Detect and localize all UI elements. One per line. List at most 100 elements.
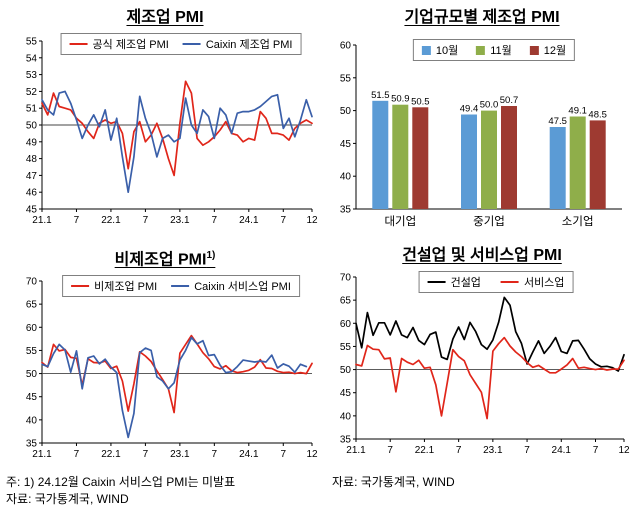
construction-services-line-chart: 35 40 45 50 55 60 65 70 21.1 7 22.1 7 23.1 7 24.1 7 12	[340, 273, 630, 457]
bar	[501, 106, 517, 209]
y-tick-label: 55	[340, 342, 352, 353]
x-tick-label: 24.1	[239, 449, 259, 460]
non-manufacturing-chart-area: 35 40 45 50 55 60 65 70 21.1 7 22.1 7 23.1 7 24.1 7 12 비…	[4, 273, 326, 465]
legend-swatch	[529, 45, 539, 55]
x-tick-label: 23.1	[170, 215, 190, 226]
construction-services-legend: 건설업 서비스업	[418, 271, 574, 293]
x-tick-label: 12	[618, 445, 630, 456]
legend-swatch	[69, 43, 88, 45]
x-tick-label: 7	[212, 215, 218, 226]
panel-construction-services-pmi: 건설업 및 서비스업 PMI 35 40 45 50 55 60 65 70 21.1 7 22.1…	[326, 246, 638, 470]
legend-swatch	[500, 281, 519, 283]
legend-swatch	[171, 285, 190, 288]
source-right: 자료: 국가통계국, WIND	[332, 475, 455, 489]
x-tick-label: 7	[74, 215, 80, 226]
series-line	[41, 336, 308, 439]
bar-value-label: 50.0	[480, 100, 499, 111]
bar	[549, 127, 566, 209]
y-tick-label: 51	[26, 104, 38, 115]
y-tick-label: 52	[26, 87, 38, 98]
legend-item: 11월	[476, 42, 512, 58]
x-tick-label: 12	[306, 449, 318, 460]
x-tick-label: 21.1	[32, 215, 52, 226]
panel-non-manufacturing-pmi: 비제조업 PMI1) 35 40 45 50 55 60 65 70 21.1 7 22.1 7 23.…	[4, 246, 326, 470]
legend-item: 10월	[421, 42, 459, 58]
x-tick-label: 24.1	[552, 445, 572, 456]
bar	[412, 107, 429, 209]
footnotes: 주: 1) 24.12월 Caixin 서비스업 PMI는 미발표 자료: 국가…	[4, 474, 638, 509]
x-category-label: 대기업	[384, 215, 416, 228]
bar-value-label: 47.5	[548, 116, 567, 127]
legend-item: 서비스업	[500, 274, 564, 290]
y-tick-label: 35	[26, 439, 38, 450]
y-tick-label: 35	[340, 205, 352, 216]
y-tick-label: 45	[340, 388, 352, 399]
firm-size-chart-area: 35 40 45 50 55 60 51.5 49.4 47.5 50.9 50.0 49.1 50.5…	[326, 31, 638, 233]
y-tick-label: 45	[340, 139, 352, 150]
x-tick-label: 7	[387, 445, 393, 456]
x-tick-label: 7	[143, 449, 149, 460]
construction-services-chart-area: 35 40 45 50 55 60 65 70 21.1 7 22.1 7 23.1 7 24.1 7 12 건…	[326, 269, 638, 461]
x-tick-label: 7	[456, 445, 462, 456]
y-tick-label: 60	[340, 319, 352, 330]
x-tick-label: 7	[524, 445, 530, 456]
x-tick-label: 12	[306, 215, 318, 226]
chart-title-manufacturing: 제조업 PMI	[4, 8, 326, 28]
chart-title-text: 기업규모별 제조업 PMI	[404, 9, 560, 26]
x-tick-label: 21.1	[346, 445, 366, 456]
footnotes-left: 주: 1) 24.12월 Caixin 서비스업 PMI는 미발표 자료: 국가…	[4, 474, 326, 509]
y-tick-label: 60	[26, 323, 38, 334]
non-manufacturing-legend: 비제조업 PMI Caixin 서비스업 PMI	[62, 275, 300, 298]
panel-manufacturing-pmi: 제조업 PMI 45 46 47 48 49 50 51 52 53 54 55 21.1 7 22.1 7…	[4, 8, 326, 246]
manufacturing-chart-area: 45 46 47 48 49 50 51 52 53 54 55 21.1 7 22.1 7 23.1 7 24.…	[4, 31, 326, 231]
y-tick-label: 55	[340, 73, 352, 84]
charts-grid: 제조업 PMI 45 46 47 48 49 50 51 52 53 54 55 21.1 7 22.1 7…	[4, 8, 638, 470]
legend-label: 12월	[543, 45, 567, 57]
series-line	[41, 80, 313, 177]
x-tick-label: 23.1	[170, 449, 190, 460]
x-tick-label: 7	[74, 449, 80, 460]
y-tick-label: 46	[26, 188, 38, 199]
x-category-label: 중기업	[473, 215, 505, 228]
series-line	[355, 296, 625, 372]
y-tick-label: 60	[340, 41, 352, 52]
y-tick-label: 45	[26, 393, 38, 404]
y-tick-label: 50	[26, 121, 38, 132]
chart-title-text: 비제조업 PMI	[114, 251, 207, 269]
y-tick-label: 47	[26, 171, 38, 182]
x-tick-label: 7	[593, 445, 599, 456]
manufacturing-legend: 공식 제조업 PMI Caixin 제조업 PMI	[60, 33, 302, 55]
non-manufacturing-pmi-line-chart: 35 40 45 50 55 60 65 70 21.1 7 22.1 7 23.1 7 24.1 7 12	[26, 277, 318, 461]
x-tick-label: 22.1	[101, 449, 121, 460]
legend-label: Caixin 서비스업 PMI	[194, 281, 291, 294]
legend-label: 10월	[435, 45, 459, 57]
y-tick-label: 70	[340, 273, 352, 284]
firm-size-bar-chart: 35 40 45 50 55 60 51.5 49.4 47.5 50.9 50.0 49.1 50.5…	[340, 41, 622, 228]
legend-item: 비제조업 PMI	[71, 278, 157, 294]
bar-value-label: 49.4	[460, 104, 479, 115]
x-tick-label: 24.1	[239, 215, 259, 226]
footnotes-right: 자료: 국가통계국, WIND	[326, 474, 455, 509]
panel-pmi-by-firm-size: 기업규모별 제조업 PMI 35 40 45 50 55 60 51.5 49.4 47.5 50…	[326, 8, 638, 246]
series-line	[41, 90, 313, 194]
y-tick-label: 55	[26, 37, 38, 48]
bar-value-label: 49.1	[568, 106, 587, 117]
y-tick-label: 40	[340, 411, 352, 422]
bar-value-label: 50.9	[391, 94, 410, 105]
bar-value-label: 50.5	[411, 96, 430, 107]
y-tick-label: 48	[26, 154, 38, 165]
legend-swatch	[476, 45, 486, 55]
y-tick-label: 50	[340, 365, 352, 376]
y-tick-label: 54	[26, 53, 38, 64]
source-left: 자료: 국가통계국, WIND	[6, 492, 129, 507]
x-category-label: 소기업	[562, 215, 594, 228]
manufacturing-pmi-line-chart: 45 46 47 48 49 50 51 52 53 54 55 21.1 7 22.1 7 23.1 7 24.…	[26, 37, 318, 227]
firm-size-legend: 10월 11월 12월	[412, 39, 576, 61]
bar	[461, 114, 477, 209]
legend-swatch	[421, 45, 431, 55]
chart-title-text: 제조업 PMI	[126, 9, 204, 26]
legend-label: Caixin 제조업 PMI	[205, 39, 293, 51]
chart-title-non-manufacturing: 비제조업 PMI1)	[4, 246, 326, 270]
y-tick-label: 70	[26, 277, 38, 288]
